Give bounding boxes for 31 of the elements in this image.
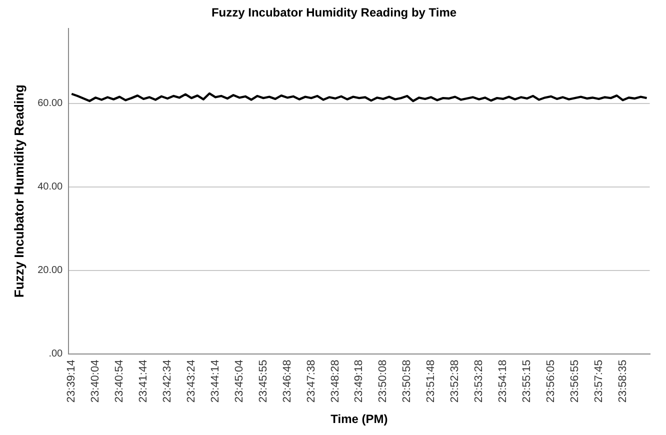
chart-title: Fuzzy Incubator Humidity Reading by Time (211, 6, 457, 20)
x-tick-label: 23:58:35 (616, 360, 629, 403)
x-tick-label: 23:48:28 (329, 360, 342, 403)
x-tick-label: 23:49:18 (353, 360, 366, 403)
x-tick-label: 23:51:48 (425, 360, 438, 403)
x-tick-label: 23:39:14 (66, 360, 78, 403)
x-tick-label: 23:45:55 (257, 360, 270, 403)
y-axis-title: Fuzzy Incubator Humidity Reading (11, 84, 26, 298)
x-tick-label: 23:53:28 (473, 360, 486, 403)
x-tick-label: 23:50:58 (401, 360, 414, 403)
x-tick-label: 23:40:04 (90, 360, 102, 403)
x-tick-label: 23:54:18 (497, 360, 510, 403)
x-tick-label: 23:57:45 (592, 360, 605, 403)
x-tick-label: 23:44:14 (209, 360, 222, 403)
x-tick-label: 23:41:44 (138, 360, 150, 403)
x-tick-label: 23:43:24 (185, 360, 198, 403)
x-tick-label: 23:47:38 (305, 360, 318, 403)
y-tick-label: 40.00 (38, 182, 64, 193)
x-axis-title: Time (PM) (330, 412, 388, 426)
x-tick-label: 23:52:38 (449, 360, 462, 403)
y-tick-label: .00 (48, 348, 64, 360)
x-tick-label: 23:56:55 (568, 360, 581, 403)
x-tick-label: 23:45:04 (233, 360, 246, 403)
x-tick-label: 23:55:15 (520, 360, 533, 403)
x-tick-label: 23:46:48 (281, 360, 294, 403)
x-tick-label: 23:56:05 (544, 360, 557, 403)
y-tick-label: 60.00 (38, 98, 64, 110)
y-tick-label: 20.00 (38, 265, 64, 276)
x-tick-label: 23:40:54 (114, 360, 126, 403)
x-tick-label: 23:50:08 (377, 360, 390, 403)
x-tick-label: 23:42:34 (162, 360, 174, 403)
